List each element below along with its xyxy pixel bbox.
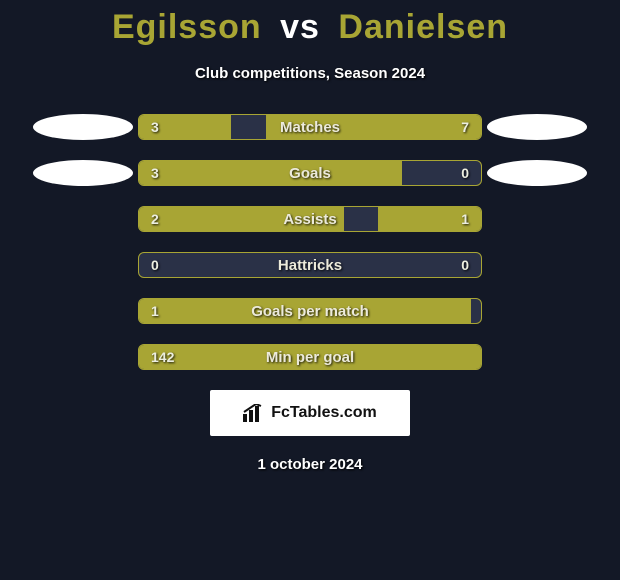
spacer bbox=[482, 206, 592, 232]
stat-value-right: 0 bbox=[461, 253, 469, 277]
spacer bbox=[482, 298, 592, 324]
spacer bbox=[28, 206, 138, 232]
stat-bar: 30Goals bbox=[138, 160, 482, 186]
stat-bar-left-fill bbox=[139, 299, 471, 323]
spacer bbox=[482, 344, 592, 370]
spacer bbox=[482, 252, 592, 278]
stat-row: 30Goals bbox=[0, 160, 620, 186]
stat-bar: 1Goals per match bbox=[138, 298, 482, 324]
stat-bar: 0 0Hattricks bbox=[138, 252, 482, 278]
stat-bar-left-fill bbox=[139, 115, 231, 139]
chart-icon bbox=[243, 404, 265, 422]
stat-bar: 37Matches bbox=[138, 114, 482, 140]
stat-value-left: 0 bbox=[151, 253, 159, 277]
subtitle: Club competitions, Season 2024 bbox=[0, 65, 620, 82]
badge-text: FcTables.com bbox=[271, 404, 377, 422]
spacer bbox=[28, 298, 138, 324]
date-text: 1 october 2024 bbox=[0, 456, 620, 473]
stat-bar-right-fill bbox=[378, 207, 481, 231]
stat-bar: 142Min per goal bbox=[138, 344, 482, 370]
stat-value-right: 0 bbox=[461, 161, 469, 185]
stat-bar-right-fill bbox=[266, 115, 481, 139]
player1-flag bbox=[28, 114, 138, 140]
stat-row: 0 0Hattricks bbox=[0, 252, 620, 278]
stat-bar-left-fill bbox=[139, 207, 344, 231]
stat-row: 21Assists bbox=[0, 206, 620, 232]
stat-bar-left-fill bbox=[139, 161, 402, 185]
stat-bar: 21Assists bbox=[138, 206, 482, 232]
stat-bar-left-fill bbox=[139, 345, 481, 369]
player1-flag bbox=[28, 160, 138, 186]
player2-name: Danielsen bbox=[338, 8, 508, 46]
stat-label: Hattricks bbox=[139, 253, 481, 277]
player1-name: Egilsson bbox=[112, 8, 262, 46]
vs-text: vs bbox=[280, 8, 320, 46]
stats-rows: 37Matches30Goals21Assists00Hattricks1Goa… bbox=[0, 114, 620, 370]
fctables-badge: FcTables.com bbox=[210, 390, 410, 436]
spacer bbox=[28, 344, 138, 370]
stat-row: 142Min per goal bbox=[0, 344, 620, 370]
stat-row: 1Goals per match bbox=[0, 298, 620, 324]
player2-flag bbox=[482, 160, 592, 186]
page-title: Egilsson vs Danielsen bbox=[0, 0, 620, 47]
spacer bbox=[28, 252, 138, 278]
stat-row: 37Matches bbox=[0, 114, 620, 140]
player2-flag bbox=[482, 114, 592, 140]
